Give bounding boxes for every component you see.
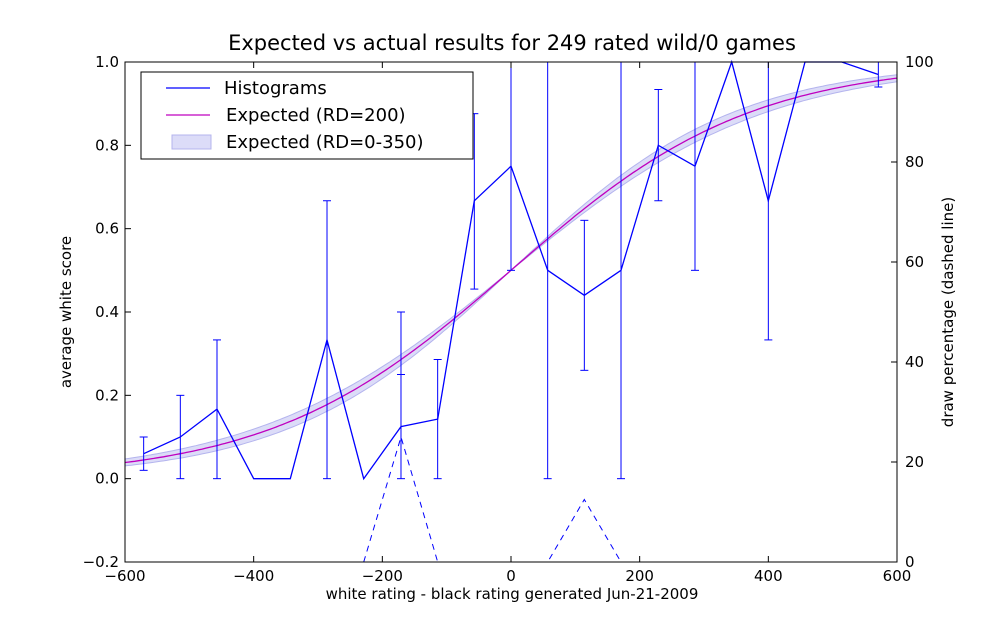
x-tick-label: 0	[506, 567, 516, 585]
x-tick-label: 400	[754, 567, 783, 585]
legend: Histograms Expected (RD=200) Expected (R…	[140, 71, 474, 160]
y-tick-label: 0.0	[95, 470, 119, 488]
legend-band-swatch	[171, 134, 212, 150]
y2-tick-label: 100	[905, 53, 934, 71]
x-tick-label: −600	[104, 567, 145, 585]
y2-tick-label: 80	[905, 153, 924, 171]
y2-axis-ticks: 0 20 40 60 80 100	[891, 53, 934, 571]
chart-title: Expected vs actual results for 249 rated…	[228, 31, 796, 55]
legend-expected-label: Expected (RD=200)	[226, 105, 406, 126]
x-tick-label: 200	[625, 567, 654, 585]
y-axis-ticks: −0.2 0.0 0.2 0.4 0.6 0.8 1.0	[83, 53, 131, 571]
y2-axis-label: draw percentage (dashed line)	[939, 197, 957, 427]
x-axis-label: white rating - black rating generated Ju…	[326, 585, 699, 603]
y2-tick-label: 40	[905, 353, 924, 371]
y-axis-label: average white score	[57, 236, 75, 388]
y-tick-label: 1.0	[95, 53, 119, 71]
x-tick-label: 600	[883, 567, 912, 585]
y-tick-label: 0.8	[95, 136, 119, 154]
histogram-series	[139, 59, 883, 481]
y2-tick-label: 60	[905, 253, 924, 271]
y2-tick-label: 0	[905, 553, 915, 571]
x-tick-label: −200	[362, 567, 403, 585]
y-tick-label: 0.6	[95, 220, 119, 238]
legend-band-label: Expected (RD=0-350)	[226, 132, 424, 153]
y-tick-label: 0.2	[95, 386, 119, 404]
legend-histograms-label: Histograms	[224, 78, 327, 99]
x-tick-label: −400	[233, 567, 274, 585]
histogram-line	[143, 59, 879, 481]
x-axis-ticks: −600 −400 −200 0 200 400 600	[104, 62, 911, 585]
y-tick-label: −0.2	[83, 553, 119, 571]
y2-tick-label: 20	[905, 453, 924, 471]
y-tick-label: 0.4	[95, 303, 119, 321]
